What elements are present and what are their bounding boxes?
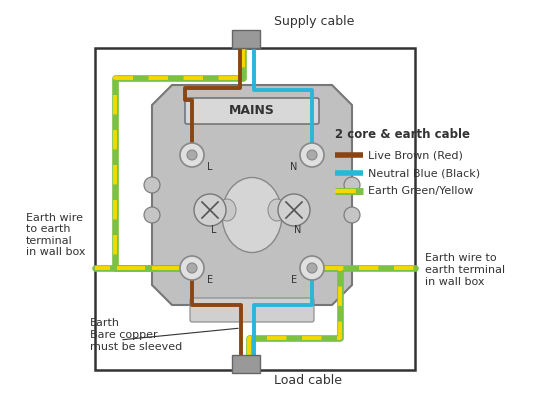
Circle shape [300, 256, 324, 280]
Circle shape [144, 207, 160, 223]
Ellipse shape [218, 199, 236, 221]
Ellipse shape [268, 199, 286, 221]
Circle shape [180, 143, 204, 167]
Text: Earth wire
to earth
terminal
in wall box: Earth wire to earth terminal in wall box [25, 213, 85, 258]
Circle shape [187, 263, 197, 273]
Text: Supply cable: Supply cable [274, 16, 354, 28]
FancyBboxPatch shape [190, 298, 314, 322]
Ellipse shape [222, 178, 282, 252]
Text: Load cable: Load cable [274, 374, 342, 388]
Circle shape [144, 177, 160, 193]
Bar [232, 30, 260, 48]
Text: 2 core & earth cable: 2 core & earth cable [335, 128, 470, 142]
Text: N: N [294, 225, 302, 235]
Circle shape [344, 207, 360, 223]
Bar [95, 48, 415, 370]
Text: MAINS: MAINS [229, 104, 275, 118]
Circle shape [187, 150, 197, 160]
Text: Earth wire to
earth terminal
in wall box: Earth wire to earth terminal in wall box [425, 254, 505, 286]
Circle shape [194, 194, 226, 226]
Circle shape [344, 177, 360, 193]
FancyBboxPatch shape [185, 98, 319, 124]
Text: Earth Green/Yellow: Earth Green/Yellow [368, 186, 473, 196]
Circle shape [278, 194, 310, 226]
Bar [232, 355, 260, 373]
Circle shape [307, 150, 317, 160]
Text: E: E [207, 275, 213, 285]
Text: L: L [211, 225, 217, 235]
Text: Live Brown (Red): Live Brown (Red) [368, 150, 463, 160]
Text: Neutral Blue (Black): Neutral Blue (Black) [368, 168, 480, 178]
Text: L: L [207, 162, 212, 172]
Text: Earth
Bare copper
must be sleeved: Earth Bare copper must be sleeved [90, 318, 182, 352]
Circle shape [180, 256, 204, 280]
Circle shape [307, 263, 317, 273]
Circle shape [300, 143, 324, 167]
Polygon shape [152, 85, 352, 305]
Text: N: N [289, 162, 297, 172]
Text: E: E [291, 275, 297, 285]
